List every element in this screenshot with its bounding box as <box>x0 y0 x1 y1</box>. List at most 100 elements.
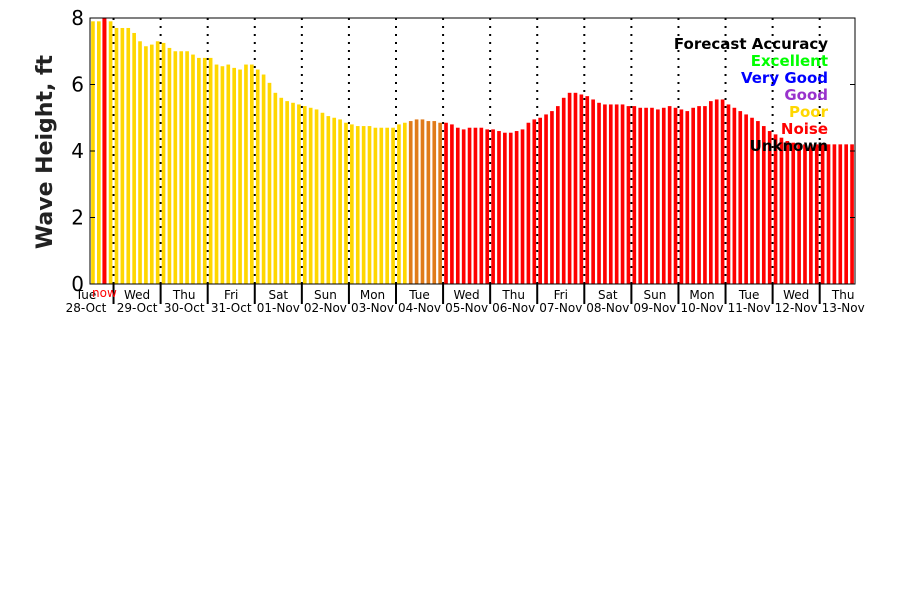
x-date-label: 06-Nov <box>492 301 535 315</box>
bar <box>238 69 242 284</box>
bar <box>656 109 660 284</box>
x-day-label: Tue <box>75 288 97 302</box>
bar <box>373 127 378 284</box>
bar <box>720 99 725 285</box>
bar <box>361 126 366 284</box>
bar <box>291 102 295 284</box>
bar <box>403 122 407 285</box>
bar <box>461 129 466 284</box>
legend-entry: Good <box>784 86 828 104</box>
bar <box>738 111 743 284</box>
bar <box>350 124 354 285</box>
bar <box>661 107 666 284</box>
x-day-label: Sat <box>268 288 288 302</box>
y-tick-label: 6 <box>71 73 84 97</box>
bar <box>420 119 425 284</box>
legend-entry: Unknown <box>750 137 828 155</box>
bar <box>756 121 760 284</box>
bar <box>397 124 401 285</box>
bar <box>491 129 495 284</box>
x-day-label: Wed <box>783 288 809 302</box>
bar <box>120 27 125 284</box>
bar <box>126 27 131 284</box>
bar <box>644 107 648 284</box>
x-day-label: Thu <box>501 288 525 302</box>
bar <box>144 46 148 285</box>
y-tick-label: 4 <box>71 139 84 163</box>
bar <box>308 107 313 284</box>
bar <box>379 127 384 284</box>
bar <box>714 99 719 285</box>
bar <box>226 64 231 284</box>
bar <box>314 109 319 284</box>
x-date-label: 31-Oct <box>211 301 252 315</box>
bar <box>744 114 748 285</box>
bar <box>773 134 778 285</box>
bar <box>585 96 590 284</box>
x-day-label: Mon <box>689 288 714 302</box>
bar <box>250 64 254 284</box>
bar <box>709 101 713 285</box>
bar <box>473 127 478 284</box>
bar <box>191 54 195 284</box>
bar <box>320 112 325 284</box>
now-label: now <box>92 286 117 300</box>
bar <box>732 107 737 284</box>
bar <box>355 126 360 284</box>
x-day-label: Sat <box>598 288 618 302</box>
bar <box>167 47 172 285</box>
bar <box>455 127 460 284</box>
bar <box>556 106 560 284</box>
x-day-label: Wed <box>454 288 480 302</box>
bar <box>691 107 695 284</box>
bar <box>108 21 113 284</box>
x-day-label: Thu <box>831 288 855 302</box>
bar <box>261 74 266 284</box>
bar <box>832 144 837 284</box>
bar <box>326 116 331 284</box>
bar <box>149 44 154 284</box>
x-date-label: 04-Nov <box>398 301 441 315</box>
bar <box>173 51 178 284</box>
bar <box>620 104 625 284</box>
bars-group <box>91 21 854 285</box>
bar <box>791 142 796 284</box>
bar <box>114 27 119 284</box>
bar <box>826 144 831 284</box>
x-date-label: 09-Nov <box>633 301 676 315</box>
bar <box>155 41 160 284</box>
bar <box>814 144 819 284</box>
bar <box>673 107 678 284</box>
bar <box>820 144 825 284</box>
x-day-label: Fri <box>554 288 568 302</box>
bar <box>550 111 554 284</box>
bar <box>450 124 454 285</box>
bar <box>467 127 472 284</box>
legend-title: Forecast Accuracy <box>674 35 828 53</box>
x-date-label: 03-Nov <box>351 301 394 315</box>
bar <box>332 117 337 284</box>
x-day-label: Thu <box>172 288 196 302</box>
bar <box>803 144 807 284</box>
legend-entry: Very Good <box>741 69 828 87</box>
bar <box>385 127 389 284</box>
bar <box>414 119 419 284</box>
x-day-label: Mon <box>360 288 385 302</box>
bar <box>838 144 843 284</box>
bar <box>750 117 754 284</box>
bar <box>779 137 784 284</box>
bar <box>202 57 207 285</box>
bar <box>185 51 189 284</box>
x-day-label: Tue <box>738 288 760 302</box>
bar <box>214 64 219 284</box>
bar <box>520 129 525 284</box>
bar <box>479 127 484 284</box>
bar <box>608 104 613 284</box>
bar <box>444 122 448 285</box>
x-date-label: 10-Nov <box>680 301 723 315</box>
bar <box>297 104 301 284</box>
x-day-label: Tue <box>408 288 430 302</box>
bar <box>632 106 637 284</box>
